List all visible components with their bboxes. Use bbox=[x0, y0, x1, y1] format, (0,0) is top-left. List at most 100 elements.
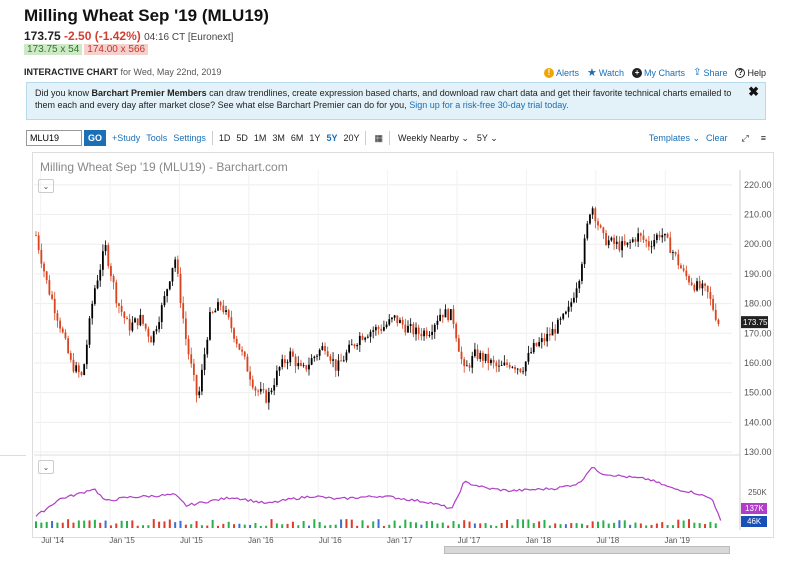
candle-body bbox=[417, 327, 420, 335]
candle-body bbox=[383, 327, 385, 331]
candle-body bbox=[53, 298, 56, 314]
settings-button[interactable]: Settings bbox=[173, 133, 206, 143]
volume-bar bbox=[527, 519, 530, 528]
candle-body bbox=[305, 365, 308, 370]
candle-body bbox=[508, 364, 511, 368]
candle-body bbox=[214, 310, 217, 313]
volume-bar bbox=[677, 519, 680, 528]
candle-body bbox=[399, 319, 401, 324]
candle-body bbox=[120, 305, 123, 312]
period-3m[interactable]: 3M bbox=[272, 133, 285, 143]
candle-body bbox=[543, 338, 546, 342]
candle-body bbox=[316, 355, 318, 357]
tools-button[interactable]: Tools bbox=[146, 133, 168, 143]
volume-bar bbox=[233, 524, 236, 528]
candle-body bbox=[444, 309, 447, 318]
volume-bar bbox=[473, 523, 476, 528]
candle-body bbox=[187, 338, 190, 355]
candle-body bbox=[43, 263, 45, 272]
candle-body bbox=[396, 315, 399, 324]
volume-bar bbox=[511, 525, 514, 528]
candle-body bbox=[666, 233, 669, 238]
candle-body bbox=[366, 336, 369, 338]
volume-bar bbox=[61, 522, 64, 528]
chart-scrollbar[interactable] bbox=[444, 546, 730, 554]
volume-bar bbox=[441, 522, 444, 528]
watch-button[interactable]: ★ Watch bbox=[587, 66, 624, 79]
menu-icon[interactable]: ≡ bbox=[760, 133, 766, 143]
candle-body bbox=[618, 241, 621, 251]
volume-bar bbox=[254, 522, 257, 528]
candle-body bbox=[431, 331, 433, 335]
period-5d[interactable]: 5D bbox=[236, 133, 248, 143]
volume-bar bbox=[318, 522, 321, 528]
divider bbox=[388, 131, 390, 145]
interval-select[interactable]: Weekly Nearby ⌄ bbox=[398, 133, 469, 144]
candle-body bbox=[449, 309, 452, 321]
candle-body bbox=[348, 344, 351, 353]
candle-body bbox=[524, 361, 527, 372]
candle-body bbox=[514, 367, 516, 370]
alerts-button[interactable]: ! Alerts bbox=[543, 66, 579, 79]
chevron-down-icon: ⌄ bbox=[490, 132, 498, 143]
collapse-chevron-icon[interactable]: ⌄ bbox=[38, 460, 54, 474]
go-button[interactable]: GO bbox=[84, 130, 107, 146]
period-1d[interactable]: 1D bbox=[218, 133, 231, 143]
symbol-input[interactable] bbox=[26, 130, 82, 146]
period-5y[interactable]: 5Y bbox=[326, 133, 338, 143]
close-icon[interactable]: ✖ bbox=[748, 84, 759, 99]
range-select[interactable]: 5Y ⌄ bbox=[477, 133, 498, 144]
candle-body bbox=[551, 328, 554, 336]
collapse-chevron-icon[interactable]: ⌄ bbox=[38, 179, 54, 193]
volume-bar bbox=[120, 520, 123, 528]
watch-label: Watch bbox=[598, 67, 625, 78]
x-tick-label: Jul '14 bbox=[41, 536, 64, 545]
candle-body bbox=[275, 370, 278, 386]
clear-button[interactable]: Clear bbox=[706, 133, 728, 143]
period-1m[interactable]: 1M bbox=[253, 133, 267, 143]
candle-body bbox=[578, 281, 581, 289]
ask-value: 174.00 x 566 bbox=[84, 44, 149, 55]
templates-button[interactable]: Templates ⌄ bbox=[649, 133, 700, 144]
candle-body bbox=[463, 359, 466, 367]
candle-body bbox=[128, 319, 131, 331]
candle-body bbox=[433, 324, 436, 332]
candle-body bbox=[166, 289, 169, 296]
candle-body bbox=[631, 239, 634, 242]
expand-icon[interactable]: ⤢ bbox=[741, 132, 749, 143]
candle-body bbox=[112, 276, 115, 283]
candle-body bbox=[680, 265, 682, 269]
period-1y[interactable]: 1Y bbox=[309, 133, 321, 143]
volume-bar bbox=[142, 525, 145, 528]
my-charts-button[interactable]: + My Charts bbox=[632, 66, 685, 79]
help-button[interactable]: ? Help bbox=[735, 66, 766, 79]
candle-body bbox=[329, 356, 332, 361]
candle-body bbox=[511, 367, 514, 368]
candle-body bbox=[75, 365, 78, 372]
volume-bar bbox=[163, 521, 166, 528]
volume-bar bbox=[259, 525, 262, 528]
calendar-icon[interactable]: ▦ bbox=[374, 132, 383, 143]
volume-bar bbox=[516, 519, 519, 528]
candle-body bbox=[69, 353, 72, 360]
candle-body bbox=[506, 362, 508, 365]
candle-body bbox=[436, 320, 439, 325]
candle-body bbox=[685, 270, 688, 277]
period-20y[interactable]: 20Y bbox=[343, 133, 360, 143]
share-button[interactable]: ⇪ Share bbox=[693, 66, 727, 79]
candle-body bbox=[647, 241, 650, 247]
volume-bar bbox=[425, 521, 428, 528]
volume-bar bbox=[714, 523, 717, 528]
candle-body bbox=[77, 365, 80, 373]
candle-body bbox=[142, 314, 144, 324]
candle-body bbox=[548, 333, 551, 336]
share-icon: ⇪ bbox=[693, 67, 702, 78]
candle-body bbox=[674, 252, 677, 255]
my-charts-label: My Charts bbox=[644, 67, 686, 78]
study-button[interactable]: +Study bbox=[112, 133, 141, 143]
candle-body bbox=[61, 328, 64, 333]
trial-link[interactable]: Sign up for a risk-free 30-day trial tod… bbox=[409, 100, 569, 110]
period-6m[interactable]: 6M bbox=[290, 133, 304, 143]
candle-body bbox=[717, 319, 720, 324]
